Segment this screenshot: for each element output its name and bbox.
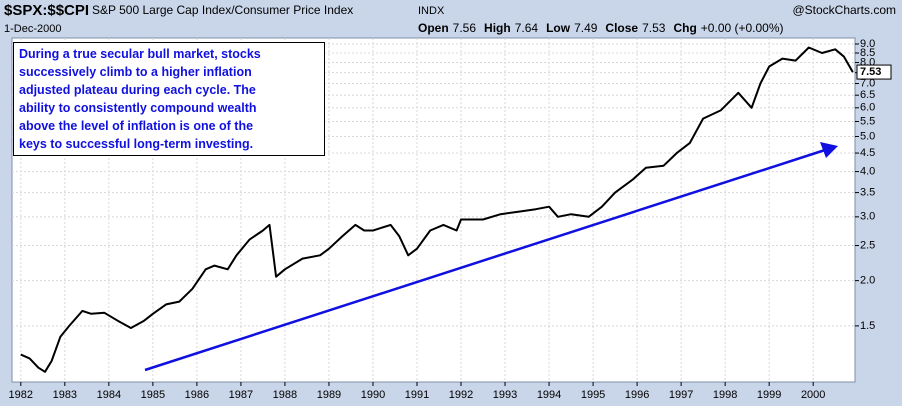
x-tick-label: 1997 <box>669 389 693 401</box>
x-tick-label: 1993 <box>493 389 517 401</box>
y-tick-label: 5.5 <box>860 115 875 127</box>
annotation-line: keys to successful long-term investing. <box>19 137 254 151</box>
y-tick-label: 3.5 <box>860 186 875 198</box>
x-tick-label: 1988 <box>273 389 297 401</box>
x-tick-label: 1983 <box>53 389 77 401</box>
annotation-line: During a true secular bull market, stock… <box>19 47 261 61</box>
annotation: During a true secular bull market, stock… <box>13 42 325 156</box>
quote: Open 7.56 High 7.64 Low 7.49 Close 7.53 Chg +0.00… <box>418 21 784 35</box>
trend-arrow <box>144 148 826 372</box>
y-tick-label: 3.0 <box>860 211 875 223</box>
quote-value: 7.56 <box>453 21 477 35</box>
y-tick-label: 2.0 <box>860 275 875 287</box>
y-tick-label: 8.0 <box>860 56 875 68</box>
annotation-line: above the level of inflation is one of t… <box>19 119 254 133</box>
quote-label: High <box>484 21 511 35</box>
annotation-line: adjusted plateau during each cycle. The <box>19 83 256 97</box>
x-tick-label: 1996 <box>625 389 649 401</box>
annotation-line: successively climb to a higher inflation <box>19 65 252 79</box>
x-tick-label: 1994 <box>537 389 561 401</box>
x-tick-label: 1995 <box>581 389 605 401</box>
quote-label: Chg <box>673 21 696 35</box>
quote-label: Low <box>546 21 571 35</box>
quote-value: +0.00 (+0.00%) <box>701 21 784 35</box>
x-tick-label: 1984 <box>97 389 121 401</box>
source: @StockCharts.com <box>792 3 896 17</box>
y-tick-label: 4.0 <box>860 165 875 177</box>
x-tick-label: 1986 <box>185 389 209 401</box>
arrow-head <box>820 142 838 158</box>
y-tick-label: 8.5 <box>860 47 875 59</box>
y-tick-label: 6.5 <box>860 89 875 101</box>
x-tick-label: 1992 <box>449 389 473 401</box>
x-tick-label: 1982 <box>9 389 33 401</box>
y-tick-label: 2.5 <box>860 239 875 251</box>
x-tick-label: 1999 <box>757 389 781 401</box>
x-tick-label: 1990 <box>361 389 385 401</box>
description: S&P 500 Large Cap Index/Consumer Price I… <box>92 3 353 17</box>
x-tick-label: 1985 <box>141 389 165 401</box>
quote-label: Open <box>418 21 449 35</box>
last-value-box <box>856 64 892 80</box>
y-tick-label: 7.0 <box>860 77 875 89</box>
x-tick-label: 2000 <box>801 389 825 401</box>
last-value-label: 7.53 <box>860 66 881 78</box>
price-line <box>20 46 854 373</box>
annotation-line: ability to consistently compound wealth <box>19 101 257 115</box>
y-tick-label: 5.0 <box>860 130 875 142</box>
y-tick-label: 6.0 <box>860 102 875 114</box>
y-tick-label: 9.0 <box>860 38 875 50</box>
x-tick-label: 1998 <box>713 389 737 401</box>
x-tick-label: 1991 <box>405 389 429 401</box>
quote-value: 7.64 <box>515 21 539 35</box>
quote-label: Close <box>605 21 638 35</box>
x-tick-label: 1989 <box>317 389 341 401</box>
date: 1-Dec-2000 <box>4 23 61 35</box>
symbol: $SPX:$$CPI <box>4 2 89 19</box>
y-tick-label: 1.5 <box>860 320 875 332</box>
quote-value: 7.49 <box>574 21 598 35</box>
x-tick-label: 1987 <box>229 389 253 401</box>
quote-value: 7.53 <box>642 21 666 35</box>
y-tick-label: 4.5 <box>860 147 875 159</box>
marks: 7.53 <box>20 46 892 373</box>
exchange: INDX <box>418 5 445 17</box>
